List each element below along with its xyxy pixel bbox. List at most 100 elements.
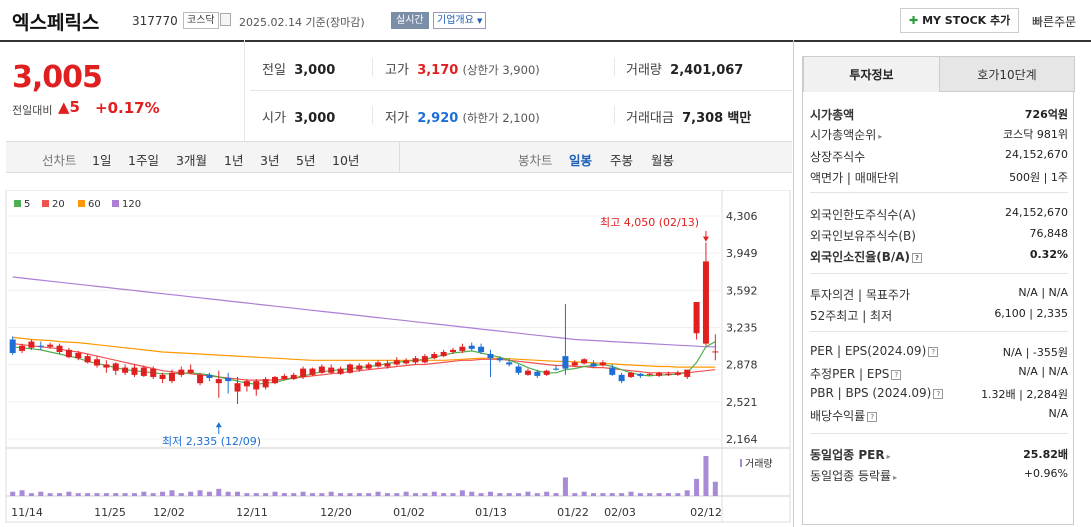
calendar-icon [220,13,231,26]
candle-body [112,363,119,371]
candle-body [225,377,232,382]
realtime-badge[interactable]: 실시간 [391,12,429,29]
period-1y[interactable]: 1년 [224,153,244,168]
candle-body [393,360,400,365]
volume-bar [197,490,203,496]
volume-bar [497,493,503,496]
candle-body [65,349,72,358]
volume-bar [272,491,278,496]
y-tick-label: 2,164 [726,433,758,446]
plus-icon: ✚ [909,14,919,27]
period-5y[interactable]: 5년 [296,153,316,168]
candle-weekly[interactable]: 주봉 [610,153,634,168]
period-1d[interactable]: 1일 [92,153,112,168]
candle-body [431,354,438,359]
moving-average-ma5 [12,341,716,385]
help-icon[interactable]: ? [912,252,923,263]
info-panel: 투자정보 호가10단계 [802,56,1075,525]
volume-bar [75,493,81,496]
candle-body [543,370,550,375]
volume-bar [441,493,447,496]
volume-bar [57,493,63,496]
period-3y[interactable]: 3년 [260,153,280,168]
volume-bar [637,493,643,496]
candle-monthly[interactable]: 월봉 [651,153,675,168]
x-tick-label: 02/03 [604,506,636,519]
candle-body [168,372,175,382]
x-tick-label: 02/12 [690,506,722,519]
x-tick-label: 01/02 [393,506,425,519]
volume-bar [319,493,325,496]
candle-body [178,369,185,375]
volume-bar [66,491,72,496]
legend-label: 120 [122,199,141,210]
candle-body [459,346,466,351]
52week-row: 52주최고 | 최저 6,100 | 2,335 [810,307,1068,323]
period-3m[interactable]: 3개월 [176,153,207,168]
period-10y[interactable]: 10년 [332,153,360,168]
foreign-holding-row: 외국인보유주식수(B) 76,848 [810,227,1068,243]
candle-daily[interactable]: 일봉 [569,153,593,168]
help-icon[interactable]: ? [891,369,902,380]
quick-order-link[interactable]: 빠른주문 [1032,15,1077,29]
candle-body [346,364,353,373]
help-icon[interactable]: ? [933,388,944,399]
volume-bar [684,490,690,496]
legend-swatch [42,200,49,207]
up-triangle-icon: ▲ [58,98,70,116]
tab-orderbook[interactable]: 호가10단계 [939,56,1075,92]
x-tick-label: 12/02 [153,506,185,519]
price-chart[interactable]: 5 20 60 120 4,306 3,949 3,592 3,235 2,878 2,521 2,… [0,190,796,527]
candle-body [159,374,166,380]
candle-body [702,261,709,344]
volume-bar [562,477,568,496]
volume-bar [431,491,437,496]
x-tick-label: 11/25 [94,506,126,519]
help-icon[interactable]: ? [928,346,939,357]
candle-body [75,353,82,359]
volume-bar [347,493,353,496]
stock-code: 317770 [132,14,178,28]
candle-body [581,359,588,364]
volume-bar [534,493,540,496]
candle-chart-label[interactable]: 봉차트 [518,153,553,168]
candle-body [197,374,204,384]
candle-body [562,356,569,369]
sector-per-row[interactable]: 동일업종 PER ▸ 25.82배 [810,448,1068,462]
volume-bar [141,491,147,496]
volume-bar [19,490,25,496]
volume-bar [244,493,250,496]
volume-bar [469,491,475,496]
candle-body [609,367,616,375]
volume-bar [581,491,587,496]
line-chart-label[interactable]: 선차트 [42,153,77,168]
company-overview-button[interactable]: 기업개요 ▼ [433,12,487,29]
candle-body [187,369,194,373]
add-mystock-button[interactable]: ✚ MY STOCK 추가 [900,8,1020,33]
candle-body [37,345,44,347]
y-tick-label: 3,235 [726,322,758,335]
candle-body [478,346,485,352]
tab-invest-info[interactable]: 투자정보 [803,56,940,92]
help-icon[interactable]: ? [867,411,878,422]
y-tick-label: 2,878 [726,359,758,372]
candle-body [534,371,541,376]
volume-bar [178,493,184,496]
sector-change-row[interactable]: 동일업종 등락률 ▸ +0.96% [810,467,1068,483]
candle-body [553,368,560,370]
volume-bar [328,491,334,496]
candle-body [9,339,16,354]
volume-bar [375,491,381,496]
market-badge: 코스닥 [183,12,219,29]
candle-body [122,367,129,373]
volume-bar [122,493,128,496]
market-cap-rank-row[interactable]: 시가총액순위 ▸ 코스닥 981위 [810,128,1068,142]
candle-body [684,369,691,377]
per-eps-row: PER | EPS(2024.09)? N/A | -355원 [810,344,1068,359]
period-1w[interactable]: 1주일 [128,153,159,168]
candle-body [496,358,503,361]
chevron-right-icon: ▸ [878,132,883,141]
moving-average-ma120 [12,276,716,348]
volume-bar [450,493,456,496]
volume-bar [150,493,156,496]
